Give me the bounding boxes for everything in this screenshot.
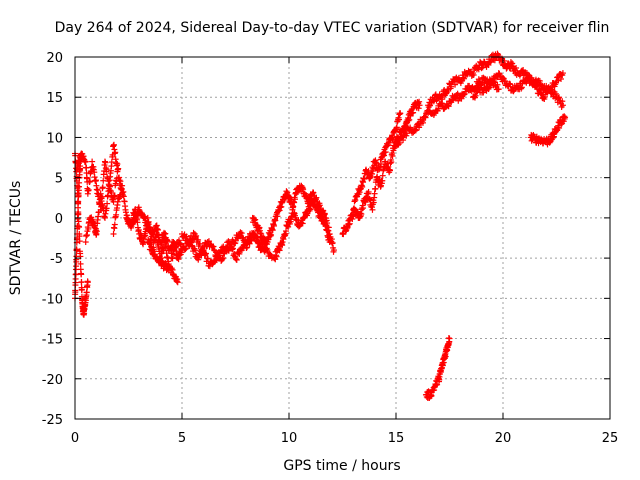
y-tick-label: -15 bbox=[42, 333, 63, 348]
y-tick-label: -5 bbox=[50, 252, 63, 267]
data-point bbox=[83, 239, 89, 245]
data-point bbox=[87, 178, 93, 184]
data-point bbox=[447, 336, 453, 342]
chart-title: Day 264 of 2024, Sidereal Day-to-day VTE… bbox=[55, 20, 610, 36]
data-point bbox=[78, 271, 84, 277]
data-point bbox=[112, 222, 118, 228]
x-tick-label: 15 bbox=[388, 431, 405, 446]
x-tick-label: 10 bbox=[281, 431, 298, 446]
y-tick-label: 5 bbox=[55, 172, 63, 187]
x-tick-label: 0 bbox=[71, 431, 79, 446]
data-point bbox=[83, 165, 89, 171]
data-point bbox=[111, 231, 117, 237]
data-point bbox=[109, 159, 115, 165]
data-point bbox=[86, 187, 92, 193]
y-tick-label: 10 bbox=[46, 131, 63, 146]
y-tick-label: 20 bbox=[46, 51, 63, 66]
data-point bbox=[372, 186, 378, 192]
x-tick-label: 5 bbox=[178, 431, 186, 446]
data-point bbox=[100, 184, 106, 190]
axis-ticks: 0 5 10 15 20 25 -25 -20 -15 -10 -5 0 5 10 15 20 bbox=[42, 51, 619, 446]
y-axis-label: SDTVAR / TECUs bbox=[8, 181, 24, 296]
data-points bbox=[72, 51, 568, 401]
data-point bbox=[79, 279, 85, 285]
x-axis-label: GPS time / hours bbox=[283, 458, 400, 474]
y-tick-label: 0 bbox=[55, 212, 63, 227]
y-tick-label: -25 bbox=[42, 413, 63, 428]
sdtvar-chart: Day 264 of 2024, Sidereal Day-to-day VTE… bbox=[0, 0, 640, 480]
y-tick-label: -10 bbox=[42, 292, 63, 307]
data-point bbox=[93, 177, 99, 183]
x-tick-label: 25 bbox=[602, 431, 619, 446]
x-tick-label: 20 bbox=[495, 431, 512, 446]
data-point bbox=[170, 255, 176, 261]
y-tick-label: 15 bbox=[46, 91, 63, 106]
data-point bbox=[89, 159, 95, 165]
y-tick-label: -20 bbox=[42, 373, 63, 388]
data-point bbox=[85, 279, 91, 285]
